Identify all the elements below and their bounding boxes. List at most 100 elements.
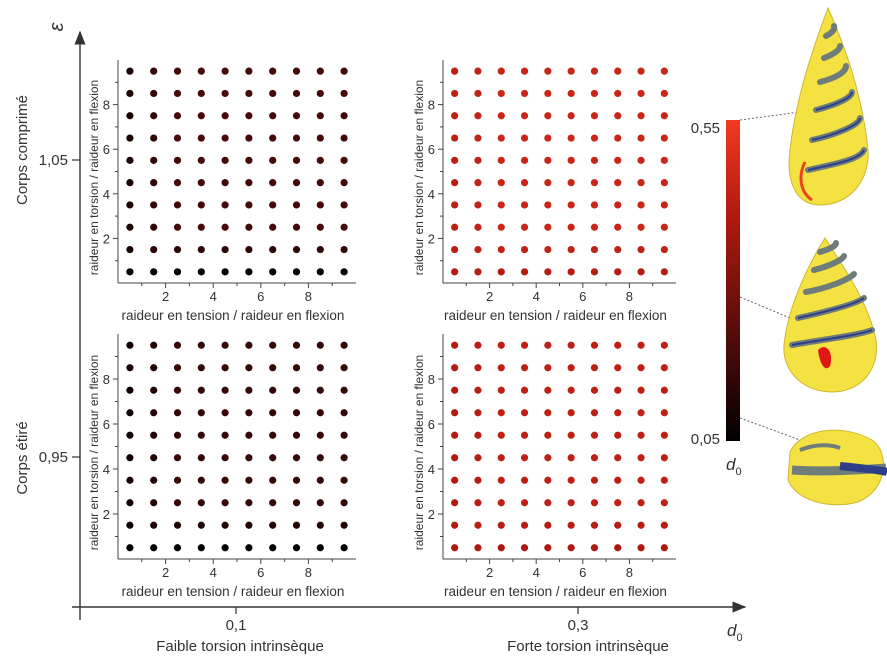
data-point [614,67,622,75]
data-point [637,544,645,552]
data-point [316,89,324,98]
data-point [173,454,182,462]
data-point [245,431,253,439]
data-point [520,431,529,439]
data-point [590,112,599,120]
data-point [173,431,182,439]
data-point [221,201,229,209]
data-point [197,201,205,209]
data-point [316,454,324,462]
data-point [340,431,348,439]
panel-x-label: raideur en tension / raideur en flexion [444,584,667,599]
outer-x-axis-symbol-main: d [727,621,737,640]
data-point [269,386,277,394]
panels: 2 4 6 8 2 4 6 8 raideur en tension / raideur en … [87,60,676,599]
data-point [474,134,482,142]
data-point [520,67,529,75]
panel-2: 2 4 6 8 2 4 6 8 raideur en tension / raideur en … [412,60,676,323]
data-point [567,476,575,484]
data-point [292,223,301,231]
data-point [497,386,505,394]
data-point [660,386,668,394]
data-point [245,268,253,276]
data-point [197,431,205,439]
data-point [474,112,482,120]
data-point [150,476,158,484]
data-point [340,89,348,98]
data-point [474,544,482,552]
data-point [245,454,253,462]
panel-y-tick-label: 2 [103,507,110,522]
data-point [544,364,552,372]
data-point [245,364,253,372]
data-point [451,386,459,394]
data-point [614,112,622,120]
leader-line-bottom [739,417,801,441]
data-point [660,112,668,120]
data-point [340,341,348,349]
data-point [245,201,253,209]
data-point [316,386,324,394]
data-point [520,386,529,394]
data-point [126,223,134,231]
data-point [637,476,645,484]
data-point [614,223,622,231]
data-point [497,454,505,462]
data-point [474,268,482,276]
panel-y-tick-label: 6 [428,142,435,157]
data-point [520,223,529,231]
data-point [497,156,505,164]
data-point [451,364,459,372]
data-point [126,89,134,98]
data-point [614,544,622,552]
data-point [316,476,324,484]
data-point [497,476,505,484]
data-point [150,431,158,439]
outer-y-tick-label-bottom: 0,95 [39,449,68,466]
data-point [316,134,324,142]
data-point [221,454,229,462]
data-point [614,499,622,507]
data-point [126,386,134,394]
shell-tall [788,6,869,206]
data-point [497,364,505,372]
data-point [245,89,253,98]
data-point [126,431,134,439]
data-point [197,544,205,552]
data-point [497,223,505,231]
data-point [150,544,158,552]
data-point [150,112,158,120]
data-point [269,201,277,209]
panel-y-tick-label: 2 [428,507,435,522]
panel-y-tick-label: 8 [428,372,435,387]
panel-x-tick-label: 8 [305,289,312,304]
data-point [567,112,575,120]
data-point [451,521,459,529]
data-point [660,341,668,349]
data-point [316,364,324,372]
data-point [660,223,668,231]
outer-x-tick-label-right: 0,3 [568,617,589,634]
data-point [520,454,529,462]
data-point [637,341,645,349]
data-point [637,245,645,254]
data-point [269,341,277,349]
data-point [590,521,599,529]
data-point [451,454,459,462]
data-point [340,179,348,187]
data-point [544,386,552,394]
data-point [520,268,529,276]
data-point [567,179,575,187]
data-point [340,499,348,507]
data-point [660,179,668,187]
data-point [451,201,459,209]
data-point [544,268,552,276]
data-point [197,67,205,75]
data-point [292,521,301,529]
data-point [245,134,253,142]
data-point [269,499,277,507]
data-point [197,179,205,187]
data-point [567,431,575,439]
data-point [590,499,599,507]
data-point [340,476,348,484]
